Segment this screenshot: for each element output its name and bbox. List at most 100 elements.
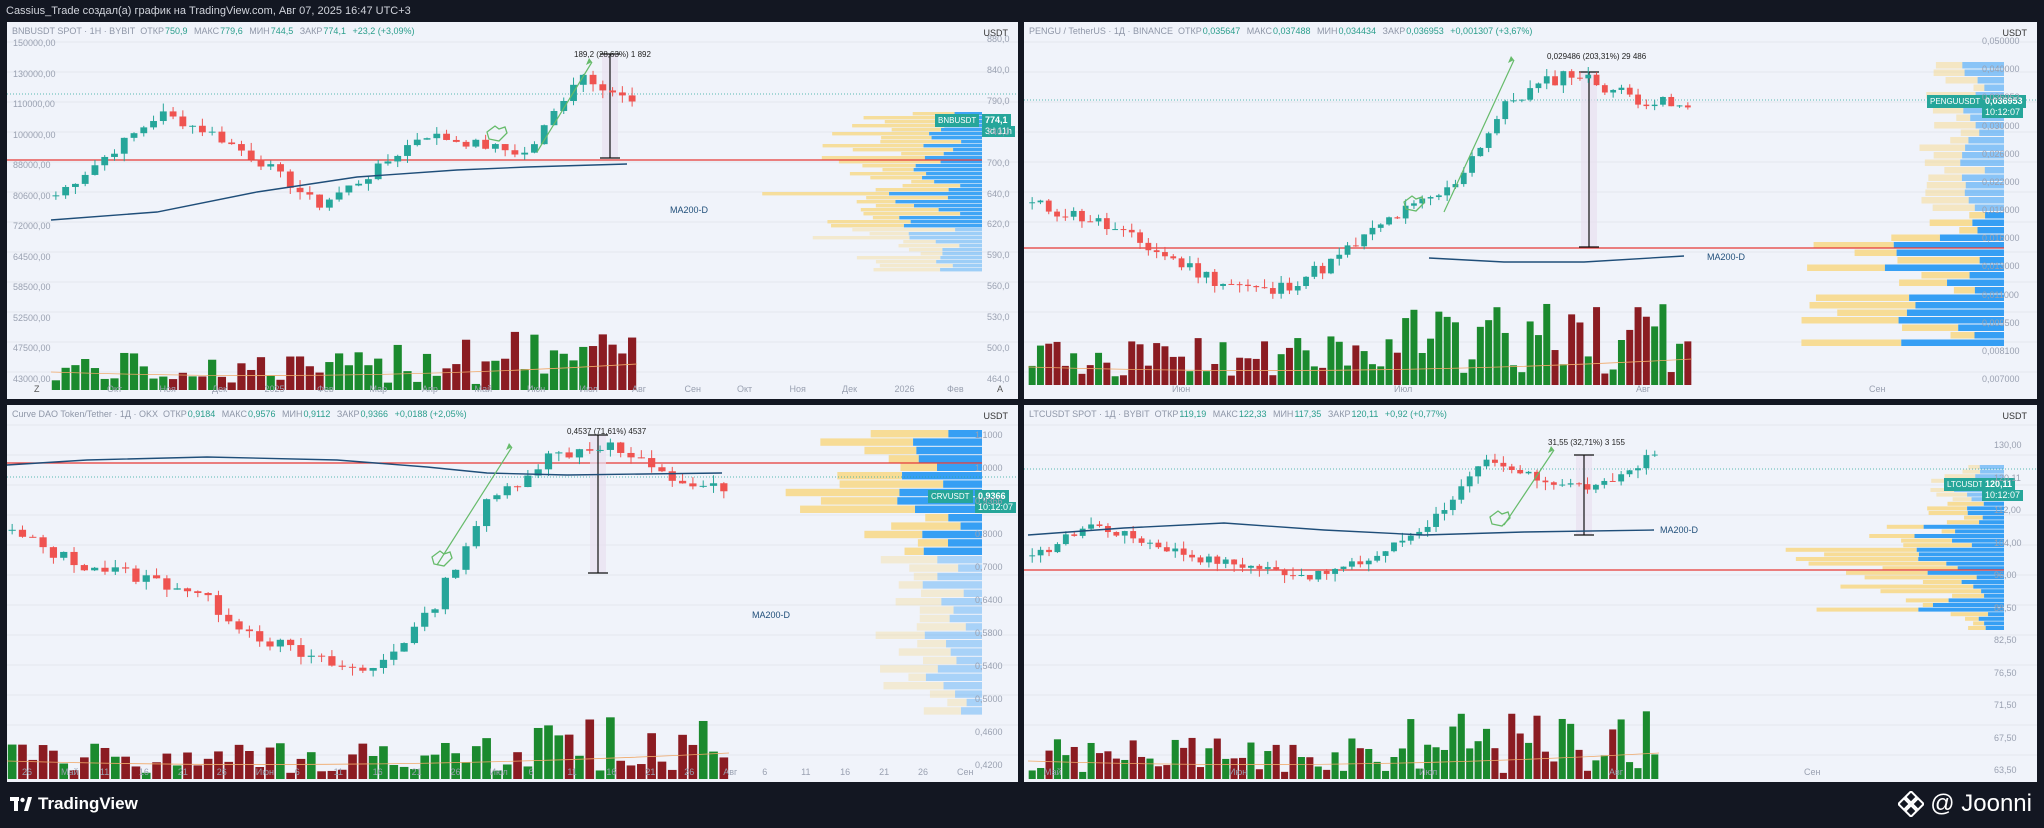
volume-bar [1180, 747, 1188, 779]
candle-body [1256, 565, 1263, 569]
legend-close: 774,1 [323, 26, 346, 36]
ma-label: MA200-D [1707, 252, 1746, 262]
volume-bar [1103, 362, 1111, 385]
volume-bar [709, 751, 718, 779]
volume-profile-bar [1985, 212, 2004, 219]
chart-panel-crv[interactable]: Curve DAO Token/Tether · 1Д · OKX ОТКР0,… [7, 405, 1018, 782]
volume-bar [510, 331, 520, 390]
x-axis-tick: 26 [216, 767, 227, 777]
candle-body [1245, 284, 1251, 287]
volume-profile-bar [925, 673, 982, 681]
volume-bar [1261, 341, 1269, 385]
volume-bar [441, 742, 450, 779]
volume-profile-bar [1952, 538, 2004, 543]
candle-body [1037, 200, 1044, 203]
candle-body [1079, 210, 1085, 222]
candle-body [1382, 551, 1389, 556]
volume-bar [49, 750, 58, 779]
volume-profile-bar [1969, 212, 1986, 219]
volume-profile-bar [1905, 598, 1949, 603]
legend-high-key: МАКС [194, 26, 220, 36]
candle-body [1029, 202, 1036, 204]
candle-body [617, 442, 625, 453]
candle-body [431, 609, 439, 613]
volume-bar [1460, 372, 1468, 385]
volume-bar [430, 754, 440, 779]
volume-profile-bar [1979, 129, 2004, 136]
volume-bar [1543, 303, 1551, 385]
candle-body [91, 567, 99, 571]
volume-profile-bar [1962, 152, 2004, 159]
candle-body [1228, 283, 1235, 285]
legend-low-key: МИН [1272, 409, 1294, 419]
right-axis-tick: 0,013000 [1982, 261, 2020, 272]
legend-title: BNBUSDT SPOT · 1Н · BYBIT [12, 26, 136, 36]
legend-close: 0,9366 [360, 409, 389, 419]
volume-profile-bar [1968, 465, 1980, 469]
candle-body [452, 569, 460, 578]
chart-canvas-pengu[interactable] [1024, 22, 2037, 399]
candle-body [150, 121, 157, 128]
candle-body [1577, 77, 1583, 79]
volume-bar [549, 350, 559, 390]
volume-profile-bar [898, 648, 951, 656]
candle-body [235, 621, 243, 630]
volume-bar [203, 758, 213, 779]
chart-panel-pengu[interactable]: PENGU / TetherUS · 1Д · BINANCE ОТКР0,03… [1024, 22, 2037, 399]
volume-profile-bar [918, 455, 982, 463]
volume-profile-bar [1932, 204, 1975, 211]
volume-profile-bar [935, 240, 982, 244]
tradingview-logo-icon [10, 797, 32, 811]
volume-bar [28, 759, 38, 779]
volume-profile-bar [958, 564, 982, 572]
candle-body [491, 144, 499, 149]
volume-bar [110, 756, 120, 779]
volume-profile-bar [1936, 492, 1968, 497]
volume-profile-bar [838, 160, 941, 164]
volume-bar [564, 734, 574, 779]
volume-profile-bar [812, 236, 910, 240]
chart-canvas-crv[interactable] [7, 405, 1018, 782]
corner-z-button[interactable]: Z [34, 384, 40, 394]
volume-bar [1294, 338, 1302, 385]
volume-profile-bar [1946, 520, 1980, 525]
candle-body [1332, 568, 1339, 574]
right-axis-tick: 1,1000 [975, 430, 1003, 440]
volume-profile-bar [1801, 339, 1902, 346]
tradingview-logo[interactable]: TradingView [10, 794, 138, 814]
corner-a-button[interactable]: A [997, 384, 1004, 394]
chart-panel-bnb[interactable]: BNBUSDT SPOT · 1Н · BYBIT ОТКР750,9 МАКС… [7, 22, 1018, 399]
right-axis-tick: 0,050000 [1982, 36, 2020, 46]
candle-body [198, 125, 206, 133]
volume-profile-bar [1982, 515, 2004, 520]
volume-profile-bar [837, 472, 903, 480]
chart-canvas-ltc[interactable] [1024, 405, 2037, 782]
volume-bar [554, 735, 564, 779]
volume-profile-bar [940, 256, 982, 260]
volume-profile-bar [1977, 77, 2004, 84]
volume-profile-bar [899, 216, 982, 220]
volume-profile-bar [1903, 543, 1972, 548]
left-axis-tick: 58500,00 [13, 282, 51, 293]
volume-profile-bar [959, 244, 982, 248]
volume-bar [368, 756, 378, 779]
candle-body [462, 546, 470, 570]
candle-body [441, 577, 449, 610]
chart-panel-ltc[interactable]: LTCUSDT SPOT · 1Д · BYBIT ОТКР119,19 МАК… [1024, 405, 2037, 782]
volume-profile-bar [870, 176, 923, 180]
volume-bar [1533, 715, 1541, 779]
volume-profile-bar [963, 589, 982, 597]
right-axis-tick: 0,7000 [975, 562, 1003, 572]
x-axis-tick: 6 [762, 767, 768, 777]
volume-bar [389, 764, 399, 779]
volume-bar [1348, 738, 1356, 779]
volume-bar [1651, 754, 1659, 779]
candle-body [169, 111, 177, 117]
volume-profile-bar [960, 522, 982, 530]
volume-bar [530, 334, 539, 390]
volume-profile-bar [1947, 279, 2004, 286]
volume-profile-bar [1869, 534, 1915, 538]
candle-body [1508, 466, 1515, 470]
x-axis-tick: Ноя [789, 384, 806, 394]
chart-canvas-bnb[interactable] [7, 22, 1018, 399]
